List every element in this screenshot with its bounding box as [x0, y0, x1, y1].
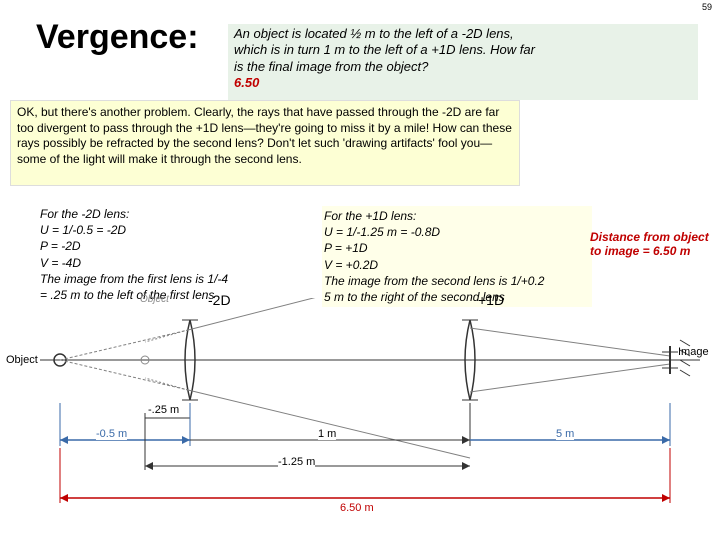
problem-line2: which is in turn 1 m to the left of a +1…	[234, 42, 535, 57]
page-title: Vergence:	[36, 18, 199, 57]
object-tag: Object	[140, 294, 169, 305]
dim-5m: 5 m	[556, 428, 574, 440]
problem-answer: 6.50	[234, 75, 259, 90]
lens2-l3: V = +0.2D	[324, 258, 378, 272]
explanation-box: OK, but there's another problem. Clearly…	[10, 100, 520, 186]
lens2-l4: The image from the second lens is 1/+0.2	[324, 274, 544, 288]
dim-025: -.25 m	[148, 404, 179, 416]
distance-summary: Distance from object to image = 6.50 m	[590, 230, 720, 258]
image-label: Image	[678, 346, 709, 358]
problem-line1: An object is located ½ m to the left of …	[234, 26, 514, 41]
dim-05: -0.5 m	[96, 428, 127, 440]
dim-125: -1.25 m	[278, 456, 315, 468]
lens2-header: For the +1D lens:	[324, 209, 416, 223]
lens2-calc: For the +1D lens: U = 1/-1.25 m = -0.8D …	[322, 206, 592, 307]
lens2-l1: U = 1/-1.25 m = -0.8D	[324, 225, 440, 239]
dim-1m: 1 m	[318, 428, 336, 440]
object-label: Object	[6, 354, 38, 366]
page-number: 59	[702, 2, 712, 12]
lens1-l3: V = -4D	[40, 256, 81, 270]
lens1-l4: The image from the first lens is 1/-4	[40, 272, 228, 286]
lens1-l2: P = -2D	[40, 239, 81, 253]
dim-650: 6.50 m	[340, 502, 374, 514]
lens2-label: +1D	[478, 292, 504, 308]
lens1-calc: For the -2D lens: U = 1/-0.5 = -2D P = -…	[40, 206, 300, 303]
lens1-label: -2D	[208, 292, 231, 308]
problem-statement: An object is located ½ m to the left of …	[228, 24, 698, 100]
optics-diagram: Object -2D +1D Object Image	[0, 298, 720, 538]
lens1-l1: U = 1/-0.5 = -2D	[40, 223, 126, 237]
lens2-l2: P = +1D	[324, 241, 368, 255]
lens1-header: For the -2D lens:	[40, 207, 129, 221]
problem-line3: is the final image from the object?	[234, 59, 428, 74]
